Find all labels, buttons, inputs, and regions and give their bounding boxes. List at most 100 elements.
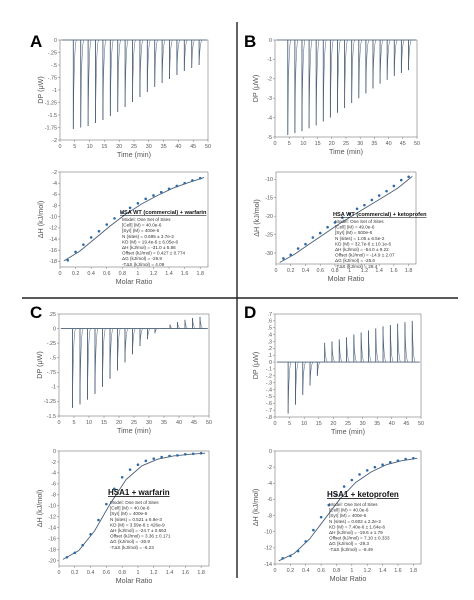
y-axis-title: DP (μW) <box>36 76 45 104</box>
peak-decay <box>73 39 77 130</box>
y-tick-label: -2 <box>267 77 272 83</box>
x-tick-label: 30 <box>360 421 366 427</box>
data-point <box>89 532 92 536</box>
y-tick-label: -.75 <box>47 370 56 376</box>
y-tick-label: -2 <box>267 465 272 471</box>
y-tick-label: -1 <box>51 385 56 391</box>
data-point <box>97 518 100 522</box>
x-tick-label: 40 <box>386 141 392 147</box>
panel-d-raw-plot: 0 5 10 15 20 25 30 35 40 45 50.7.6.5.4.3.2.10-.1-.… <box>251 312 424 436</box>
results-box-line: KD (M) = 3.59e-6 ± 426e-9 <box>110 522 165 527</box>
y-tick-label: -.5 <box>266 394 272 400</box>
x-tick-label: 10 <box>300 141 306 147</box>
results-box-line: ΔG (kJ/mol) = -25.6 <box>335 258 375 263</box>
data-point <box>128 468 132 471</box>
x-tick-label: 0 <box>58 420 61 426</box>
results-box-title: HSA WT (commercial) + warfarin <box>120 210 207 216</box>
x-axis-title: Time (min) <box>331 427 365 436</box>
results-box-line: Model: One Set of Sites <box>122 217 171 222</box>
data-point <box>335 493 338 496</box>
data-point <box>358 473 361 476</box>
y-tick-label: -10 <box>265 177 273 183</box>
y-tick-label: -10 <box>264 530 272 536</box>
data-point <box>105 502 108 506</box>
peak-decay <box>154 39 159 88</box>
peak-decay <box>315 39 320 126</box>
x-tick-label: 0.6 <box>103 271 111 277</box>
fit-curve <box>63 177 205 262</box>
y-tick-label: -6 <box>51 482 56 488</box>
x-tick-label: 0.4 <box>302 568 310 574</box>
peak-decay <box>198 39 203 66</box>
plot-frame <box>275 171 417 265</box>
y-tick-label: 0 <box>53 326 56 332</box>
x-tick-label: 50 <box>206 420 212 426</box>
data-point <box>355 207 359 211</box>
peak-decay <box>365 39 370 94</box>
results-box-line: [Cell] (M) = 40.0e-6 <box>329 508 369 513</box>
results-box-line: [Syr] (M) = 400e-6 <box>329 513 367 518</box>
y-tick-label: -15 <box>265 196 273 202</box>
y-tick-label: -14 <box>48 525 56 531</box>
peak-decay <box>132 39 136 103</box>
results-box-line: -TΔS (kJ/mol) = 28.4 <box>335 264 378 269</box>
x-tick-label: 5 <box>73 420 76 426</box>
data-point <box>377 194 381 197</box>
data-point <box>373 465 377 469</box>
y-tick-label: 0 <box>269 360 272 366</box>
data-point <box>318 231 322 235</box>
panel-label-b: B <box>244 32 256 51</box>
x-tick-label: 15 <box>315 141 321 147</box>
x-tick-label: 35 <box>161 144 167 150</box>
results-box-line: Offset (kJ/mol) = 7.10 ± 0.333 <box>329 536 390 541</box>
x-tick-label: 1.8 <box>196 271 204 277</box>
panel-c-fit-plot: 0 0.2 0.4 0.6 0.8 1 1.2 1.4 1.6 1.8 0 -2 -4 -6 -8 -10 -1… <box>35 449 210 585</box>
y-tick-label: -14 <box>264 562 272 568</box>
data-point <box>350 478 354 482</box>
peak-decay <box>294 39 299 134</box>
x-tick-label: 25 <box>345 421 351 427</box>
peak-decay <box>301 39 306 132</box>
data-point <box>281 557 284 560</box>
peak-decay <box>154 328 159 334</box>
x-tick-label: 40 <box>175 144 181 150</box>
plot-frame <box>274 450 422 565</box>
y-tick-label: -1.5 <box>48 113 57 119</box>
data-point <box>152 457 156 460</box>
panel-c-raw-plot: 0 5 10 15 20 25 30 35 40 45 50 .25 0 -.25 -.5 -.75 -1 -1.… <box>35 312 212 435</box>
x-tick-label: 0 <box>274 568 277 574</box>
data-point <box>296 549 300 553</box>
y-tick-label: -.3 <box>266 380 272 386</box>
y-tick-label: -.75 <box>48 75 57 81</box>
data-point <box>333 221 337 224</box>
peak-decay <box>79 328 84 405</box>
x-tick-label: 1.2 <box>361 268 369 274</box>
y-tick-label: -1 <box>267 57 272 63</box>
peak-decay <box>169 324 174 329</box>
x-tick-label: 0.4 <box>87 570 95 576</box>
x-tick-label: 25 <box>343 141 349 147</box>
peak-decay <box>324 342 328 363</box>
y-tick-label: -4 <box>51 471 56 477</box>
data-point <box>198 176 202 180</box>
results-box-line: [Cell] (M) = 49.0e-6 <box>335 225 375 230</box>
y-tick-label: -10 <box>49 215 57 221</box>
x-tick-label: 0 <box>274 141 277 147</box>
x-tick-label: 0 <box>59 271 62 277</box>
results-box-line: ΔG (kJ/mol) = -29.3 <box>329 541 369 546</box>
y-tick-label: -12 <box>264 546 272 552</box>
x-tick-label: 0.8 <box>333 568 341 574</box>
y-axis-title: DP (μW) <box>35 351 44 379</box>
x-tick-label: 0.6 <box>316 268 324 274</box>
panel-a-raw-plot: 0 5 10 15 20 25 30 35 40 45 50 0 -.25 -.5 -.75 -1 -1.25 -… <box>36 38 211 159</box>
data-point <box>396 459 400 462</box>
peak-decay <box>394 39 398 76</box>
peak-decay <box>411 320 416 363</box>
peak-decay <box>102 328 106 387</box>
y-tick-label: -8 <box>267 513 272 519</box>
data-point <box>327 503 331 507</box>
x-axis-title: Time (min) <box>117 150 151 159</box>
x-tick-label: 1.8 <box>197 570 205 576</box>
x-tick-label: 10 <box>87 144 93 150</box>
data-point <box>159 190 163 194</box>
